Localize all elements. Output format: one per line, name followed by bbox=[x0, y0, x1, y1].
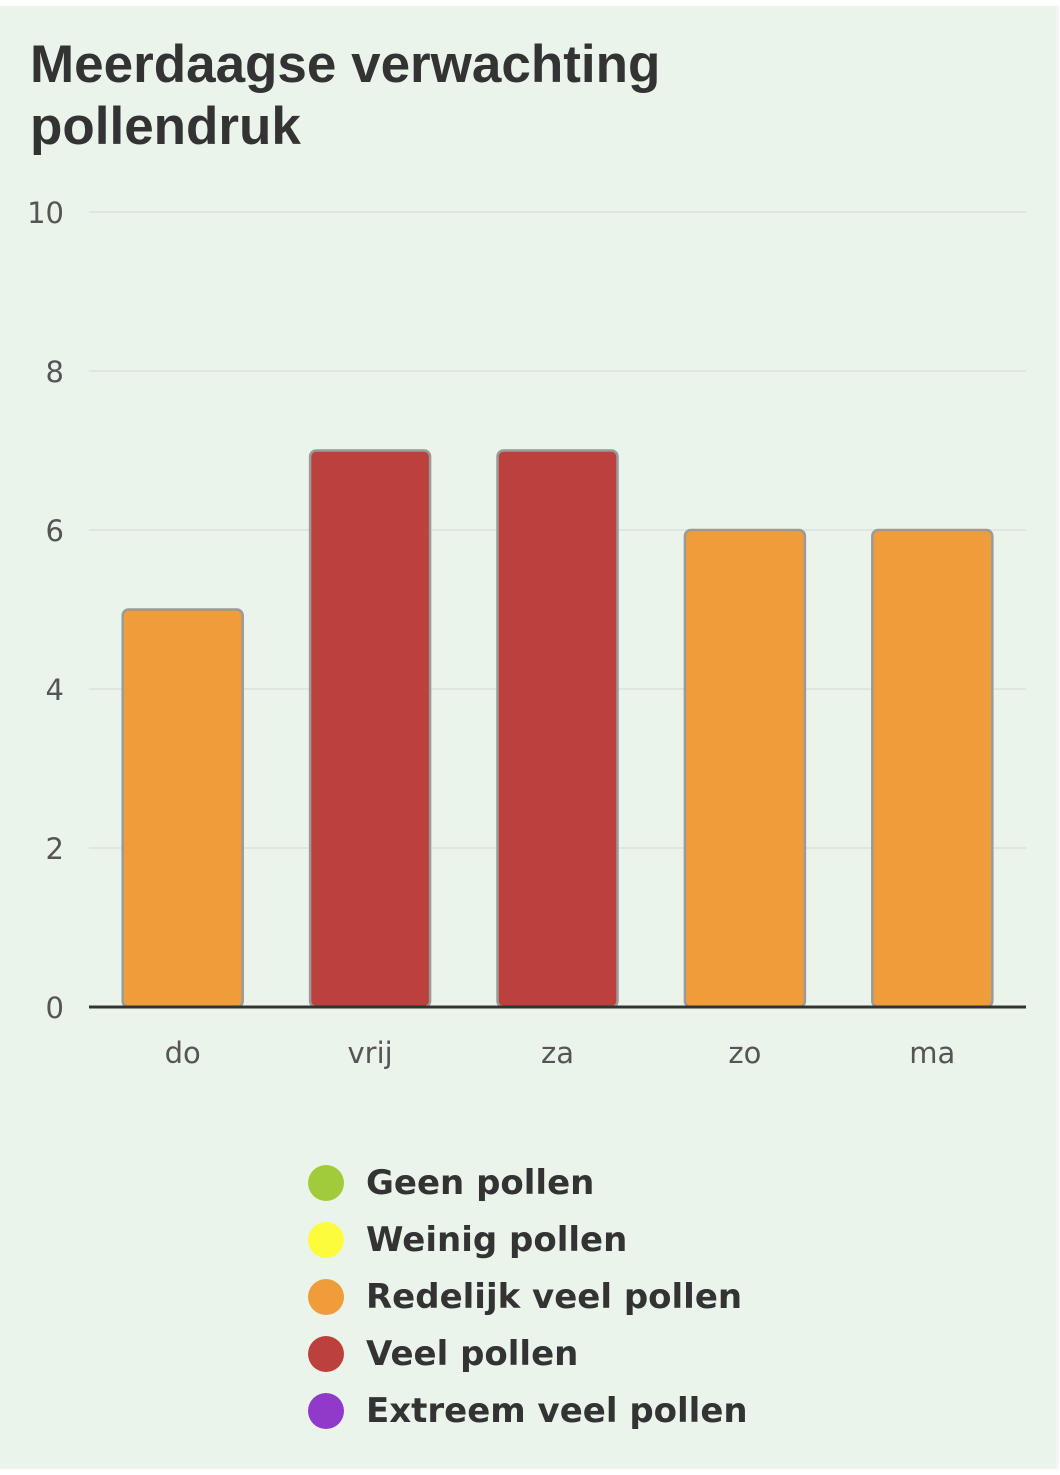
legend: Geen pollen Weinig pollen Redelijk veel po… bbox=[308, 1154, 748, 1439]
x-tick-label: zo bbox=[728, 1036, 761, 1070]
legend-dot-icon bbox=[308, 1392, 344, 1429]
chart-card: Meerdaagse verwachting pollendruk 0 2 4 6 8 1… bbox=[0, 6, 1059, 1469]
y-axis-ticks: 0 2 4 6 8 10 bbox=[27, 196, 64, 1025]
x-tick-label: ma bbox=[909, 1036, 955, 1070]
legend-label: Extreem veel pollen bbox=[366, 1390, 748, 1431]
bar-chart: 0 2 4 6 8 10 do vrij za zo ma bbox=[27, 196, 1026, 1070]
legend-label: Redelijk veel pollen bbox=[366, 1276, 743, 1317]
chart-title: Meerdaagse verwachting pollendruk bbox=[30, 35, 661, 156]
y-tick-label: 6 bbox=[46, 514, 64, 548]
legend-label: Weinig pollen bbox=[366, 1219, 628, 1260]
bar-zo[interactable] bbox=[683, 528, 807, 1009]
x-tick-label: za bbox=[541, 1036, 574, 1070]
x-tick-label: do bbox=[165, 1036, 201, 1070]
bar-ma[interactable] bbox=[871, 528, 994, 1009]
y-tick-label: 4 bbox=[46, 673, 64, 707]
legend-item[interactable]: Redelijk veel pollen bbox=[308, 1268, 748, 1325]
y-tick-label: 0 bbox=[46, 991, 64, 1025]
legend-dot-icon bbox=[308, 1278, 344, 1315]
x-tick-label: vrij bbox=[347, 1036, 392, 1070]
legend-item[interactable]: Veel pollen bbox=[308, 1325, 748, 1382]
y-tick-label: 2 bbox=[46, 832, 64, 866]
y-tick-label: 8 bbox=[46, 355, 64, 389]
legend-item[interactable]: Geen pollen bbox=[308, 1154, 748, 1211]
legend-dot-icon bbox=[308, 1164, 344, 1201]
legend-dot-icon bbox=[308, 1221, 344, 1258]
y-tick-label: 10 bbox=[27, 196, 64, 230]
legend-label: Veel pollen bbox=[366, 1333, 579, 1374]
legend-dot-icon bbox=[308, 1335, 344, 1372]
bar-za[interactable] bbox=[496, 449, 619, 1009]
bars bbox=[121, 449, 994, 1009]
bar-vrij[interactable] bbox=[308, 449, 432, 1009]
legend-label: Geen pollen bbox=[366, 1162, 595, 1203]
bar-do[interactable] bbox=[121, 608, 244, 1009]
legend-item[interactable]: Weinig pollen bbox=[308, 1211, 748, 1268]
legend-item[interactable]: Extreem veel pollen bbox=[308, 1382, 748, 1439]
x-axis-ticks: do vrij za zo ma bbox=[165, 1036, 956, 1070]
